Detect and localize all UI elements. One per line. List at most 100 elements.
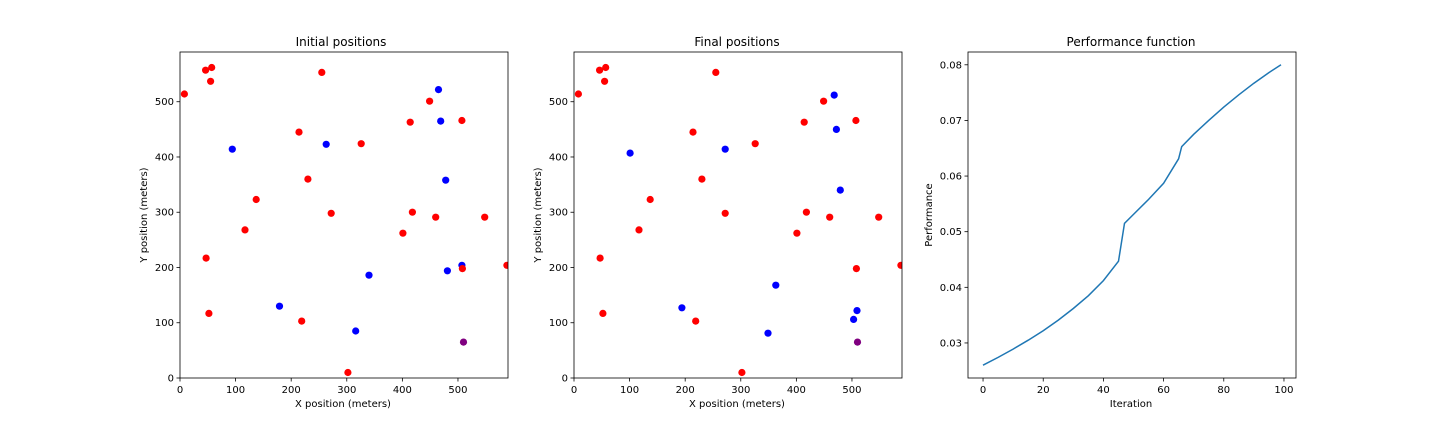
- performance-xtick-label-4: 80: [1217, 385, 1230, 396]
- final-positions-point-30: [850, 315, 858, 323]
- initial-positions-xtick-label-1: 100: [226, 385, 245, 396]
- initial-positions-frame: [179, 51, 509, 379]
- final-positions-point-21: [635, 226, 643, 234]
- initial-positions-xlabel: X position (meters): [295, 399, 391, 410]
- final-positions-xtick-label-0: 0: [571, 385, 577, 396]
- final-positions-point-22: [793, 229, 801, 237]
- final-positions-point-26: [772, 281, 780, 289]
- initial-positions-point-4: [318, 68, 326, 76]
- initial-positions-point-27: [503, 261, 508, 269]
- final-positions-point-11: [689, 128, 697, 136]
- final-positions-point-27: [678, 304, 686, 312]
- initial-positions-point-30: [205, 309, 213, 317]
- final-positions-point-24: [852, 265, 861, 273]
- performance-ytick-label-5: 0.08: [940, 60, 962, 71]
- final-positions-point-29: [853, 307, 861, 315]
- final-positions-point-8: [832, 125, 841, 133]
- initial-positions-point-31: [298, 317, 306, 325]
- final-positions-point-20: [875, 213, 883, 221]
- final-positions-point-7: [800, 118, 808, 126]
- initial-positions-ytick-label-0: 0: [168, 374, 174, 385]
- final-positions-point-0: [574, 90, 583, 98]
- performance-ytick-label-1: 0.04: [940, 283, 962, 294]
- performance-line: [982, 64, 1282, 366]
- final-positions-point-16: [646, 195, 654, 204]
- performance-ytick-label-3: 0.06: [940, 172, 962, 183]
- performance-xtick-label-2: 40: [1097, 385, 1110, 396]
- final-positions-point-32: [764, 329, 772, 337]
- initial-positions-point-21: [241, 226, 249, 234]
- initial-positions-point-1: [202, 66, 210, 74]
- initial-positions-point-18: [408, 208, 416, 216]
- final-positions-point-23: [596, 254, 604, 262]
- initial-positions-point-32: [352, 327, 360, 335]
- performance-title: Performance function: [1067, 35, 1196, 49]
- initial-positions-point-34: [344, 368, 352, 377]
- final-positions-xtick-label-1: 100: [620, 385, 639, 396]
- final-positions-point-17: [721, 209, 729, 217]
- final-positions-point-3: [601, 77, 609, 85]
- performance-xtick-label-1: 20: [1037, 385, 1050, 396]
- final-positions-ytick-label-2: 200: [549, 263, 568, 274]
- final-positions-point-15: [836, 186, 844, 194]
- performance-xlabel: Iteration: [1110, 399, 1152, 410]
- final-positions-panel: Final positions X position (meters) Y po…: [533, 35, 903, 410]
- final-positions-ytick-label-3: 300: [549, 208, 568, 219]
- initial-positions-xtick-label-2: 200: [282, 385, 301, 396]
- final-positions-point-2: [602, 63, 610, 72]
- initial-positions-point-23: [202, 254, 210, 262]
- final-positions-ylabel: Y position (meters): [533, 167, 544, 263]
- final-positions-point-33: [853, 338, 862, 346]
- initial-positions-ytick-label-2: 200: [155, 263, 174, 274]
- final-positions-xtick-label-2: 200: [676, 385, 695, 396]
- initial-positions-xtick-label-0: 0: [177, 385, 183, 396]
- final-positions-ytick-label-4: 400: [549, 152, 568, 163]
- final-positions-point-12: [721, 145, 729, 153]
- performance-panel: Performance function Iteration Performan…: [924, 35, 1297, 410]
- performance-ylabel: Performance: [924, 183, 935, 246]
- initial-positions-point-15: [442, 176, 450, 184]
- initial-positions-xtick-label-4: 400: [393, 385, 412, 396]
- initial-positions-panel: Initial positions X position (meters) Y …: [139, 35, 509, 410]
- initial-positions-point-22: [399, 229, 407, 237]
- performance-xtick-label-0: 0: [980, 385, 986, 396]
- performance-ytick-label-4: 0.07: [940, 116, 962, 127]
- initial-positions-points: [180, 63, 508, 377]
- initial-positions-ytick-label-5: 500: [155, 97, 174, 108]
- final-positions-frame: [573, 51, 903, 379]
- initial-positions-point-16: [252, 195, 260, 204]
- final-positions-point-14: [698, 175, 706, 183]
- final-positions-point-18: [802, 208, 811, 216]
- initial-positions-title: Initial positions: [296, 35, 387, 49]
- final-positions-point-34: [738, 368, 746, 377]
- final-positions-xlabel: X position (meters): [689, 399, 785, 410]
- performance-ytick-label-2: 0.05: [940, 227, 962, 238]
- initial-positions-point-28: [365, 271, 373, 279]
- initial-positions-point-26: [443, 267, 451, 275]
- final-positions-ytick-label-5: 500: [549, 97, 568, 108]
- final-positions-points: [574, 63, 902, 377]
- performance-xtick-label-5: 100: [1274, 385, 1293, 396]
- final-positions-point-19: [826, 213, 834, 221]
- initial-positions-point-33: [459, 338, 468, 346]
- initial-positions-xtick-label-5: 500: [448, 385, 467, 396]
- initial-positions-point-7: [406, 118, 414, 126]
- final-positions-point-4: [712, 68, 720, 76]
- final-positions-point-1: [596, 66, 604, 74]
- final-positions-point-13: [751, 140, 759, 148]
- final-positions-point-5: [830, 91, 838, 99]
- final-positions-xtick-label-5: 500: [842, 385, 861, 396]
- initial-positions-point-13: [357, 140, 365, 148]
- initial-positions-point-9: [458, 116, 466, 125]
- final-positions-point-25: [897, 261, 902, 269]
- initial-positions-point-2: [208, 63, 216, 72]
- performance-ytick-label-0: 0.03: [940, 338, 962, 349]
- initial-positions-point-3: [207, 77, 215, 85]
- final-positions-point-10: [626, 149, 634, 157]
- final-positions-ytick-label-0: 0: [562, 374, 568, 385]
- initial-positions-ytick-label-1: 100: [155, 318, 174, 329]
- initial-positions-point-6: [426, 97, 434, 105]
- initial-positions-point-11: [295, 128, 303, 136]
- final-positions-title: Final positions: [694, 35, 779, 49]
- initial-positions-point-19: [432, 213, 440, 221]
